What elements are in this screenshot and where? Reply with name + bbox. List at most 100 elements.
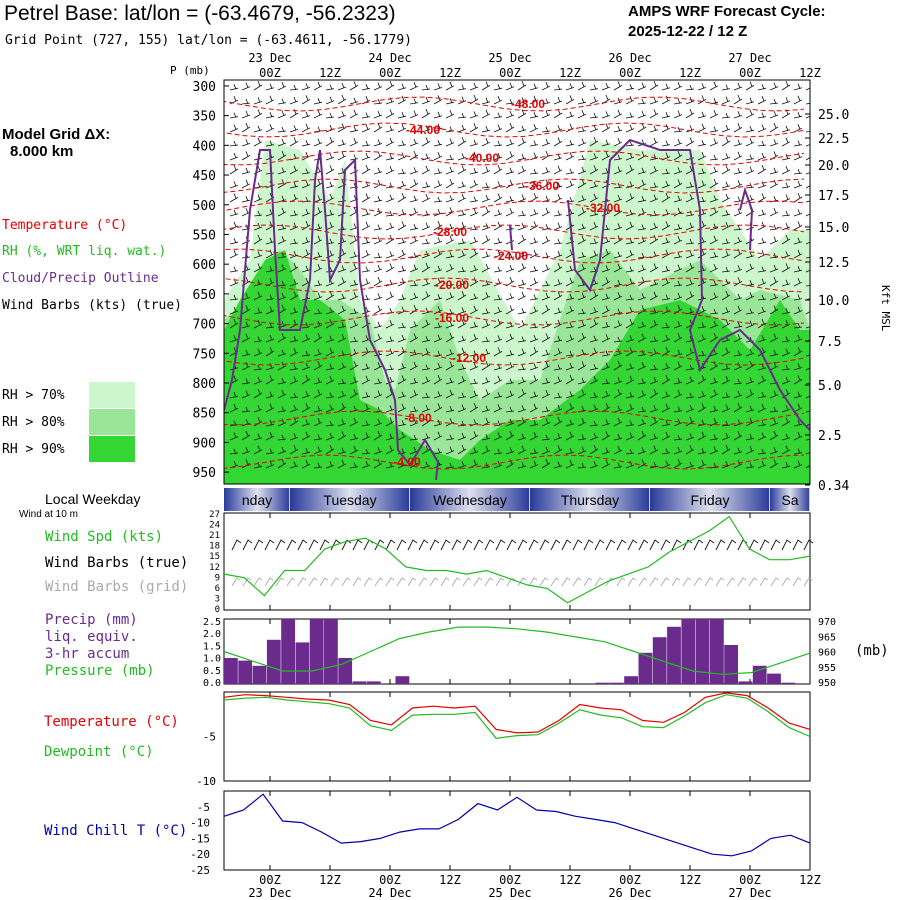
wind-barb — [517, 405, 527, 413]
wind-barb — [769, 208, 779, 217]
wind-barb — [445, 235, 455, 245]
wind-barb — [457, 153, 467, 161]
wind-barb — [673, 82, 683, 91]
cloud-outline — [739, 186, 754, 251]
wind-barb — [469, 224, 479, 231]
wind-barb — [349, 320, 359, 329]
wind-barb — [349, 336, 359, 343]
wind-barb — [613, 389, 623, 399]
wind-barb — [301, 123, 311, 133]
wind-barb — [373, 139, 383, 147]
wind-barb — [301, 220, 311, 231]
wind-barb-grid — [396, 577, 406, 587]
wind-barb — [397, 322, 407, 329]
wind-barb — [229, 193, 239, 203]
wind-barb — [793, 294, 803, 301]
wind-barb — [313, 406, 323, 413]
wind-barb-grid — [319, 577, 329, 587]
wind-barb — [457, 84, 467, 91]
wind-barb-grid — [506, 577, 516, 587]
wind-barb — [457, 335, 467, 343]
wind-barb-grid — [451, 577, 461, 587]
wind-barb — [229, 392, 239, 399]
wind-barb — [349, 223, 359, 231]
wind-barb — [649, 405, 659, 413]
wind-barb — [361, 221, 371, 231]
wind-barb — [541, 378, 551, 385]
wind-barb — [565, 168, 575, 175]
wind-barb — [553, 165, 563, 175]
wind-barb — [373, 252, 383, 259]
wind-barb — [253, 137, 263, 147]
wind-tick-label: 24 — [209, 521, 220, 531]
wind-barb — [745, 360, 755, 371]
wind-barb — [241, 378, 251, 385]
wind-barb — [481, 280, 491, 287]
wind-barb — [373, 305, 383, 315]
wind-barb — [757, 392, 767, 399]
wind-barb — [565, 431, 575, 441]
wind-barb — [325, 153, 335, 161]
weekday-bar: nday Tuesday Wednesday Thursday Friday Sa — [224, 488, 811, 511]
wind-barb — [433, 196, 443, 203]
wind-barb — [673, 361, 683, 371]
wind-barb — [457, 392, 467, 399]
wind-barb — [709, 446, 719, 455]
wind-barb — [793, 168, 803, 175]
wind-barb — [409, 126, 419, 133]
wind-barb — [361, 278, 371, 287]
wind-barb — [517, 234, 527, 245]
wind-barb — [493, 124, 503, 133]
wind-barb-true — [495, 539, 506, 551]
wind-barb-grid — [539, 577, 549, 587]
wind-barb — [277, 126, 287, 133]
wind-barb — [313, 280, 323, 287]
isotherm-line — [224, 410, 805, 426]
wind-barb — [445, 406, 455, 413]
wind-barb — [709, 81, 719, 91]
wind-barb — [493, 404, 503, 413]
wind-tick-label: 15 — [209, 552, 220, 562]
wind-barb — [409, 361, 419, 371]
wind-barb — [457, 181, 467, 189]
wind-barb — [757, 448, 767, 455]
wind-barb — [337, 362, 347, 371]
wind-barb — [673, 406, 683, 413]
wind-barb — [241, 196, 251, 203]
wind-barb — [349, 446, 359, 455]
wind-barb — [781, 97, 791, 105]
wind-tick-label: 27 — [209, 510, 220, 520]
wind-barb-grid — [737, 577, 747, 587]
wind-barb — [433, 83, 443, 91]
wind-barb — [541, 321, 551, 329]
wind-barb — [529, 168, 539, 175]
wind-barb — [733, 334, 743, 343]
wind-barb — [757, 112, 767, 119]
wind-frame — [223, 512, 811, 611]
wind-barb — [805, 224, 810, 231]
rh-legend-label-70: RH > 70% — [2, 388, 65, 403]
wind-barb — [277, 280, 287, 287]
wind-barb — [565, 362, 575, 371]
dewpoint-panel-label: Dewpoint (°C) — [44, 744, 154, 760]
wind-barb — [661, 363, 671, 371]
wind-barb — [505, 196, 515, 203]
wind-barb — [313, 264, 323, 273]
wind-barb — [481, 360, 491, 371]
wind-barb — [781, 166, 791, 175]
wind-barb-grid — [660, 577, 670, 587]
time-tick-label: 12Z — [319, 66, 341, 80]
wind-barb — [805, 459, 810, 469]
wind-barb — [421, 376, 431, 385]
wind-barb — [589, 250, 599, 259]
wind-barb — [517, 291, 527, 301]
wind-barb — [361, 392, 371, 399]
cloud-outline — [509, 138, 810, 431]
wind-barb — [229, 250, 239, 259]
wind-barb — [601, 305, 611, 315]
wind-barb — [781, 445, 791, 455]
wind-barb — [661, 294, 671, 301]
wind-height-label: Wind at 10 m — [19, 509, 78, 520]
wind-barb — [289, 165, 299, 175]
